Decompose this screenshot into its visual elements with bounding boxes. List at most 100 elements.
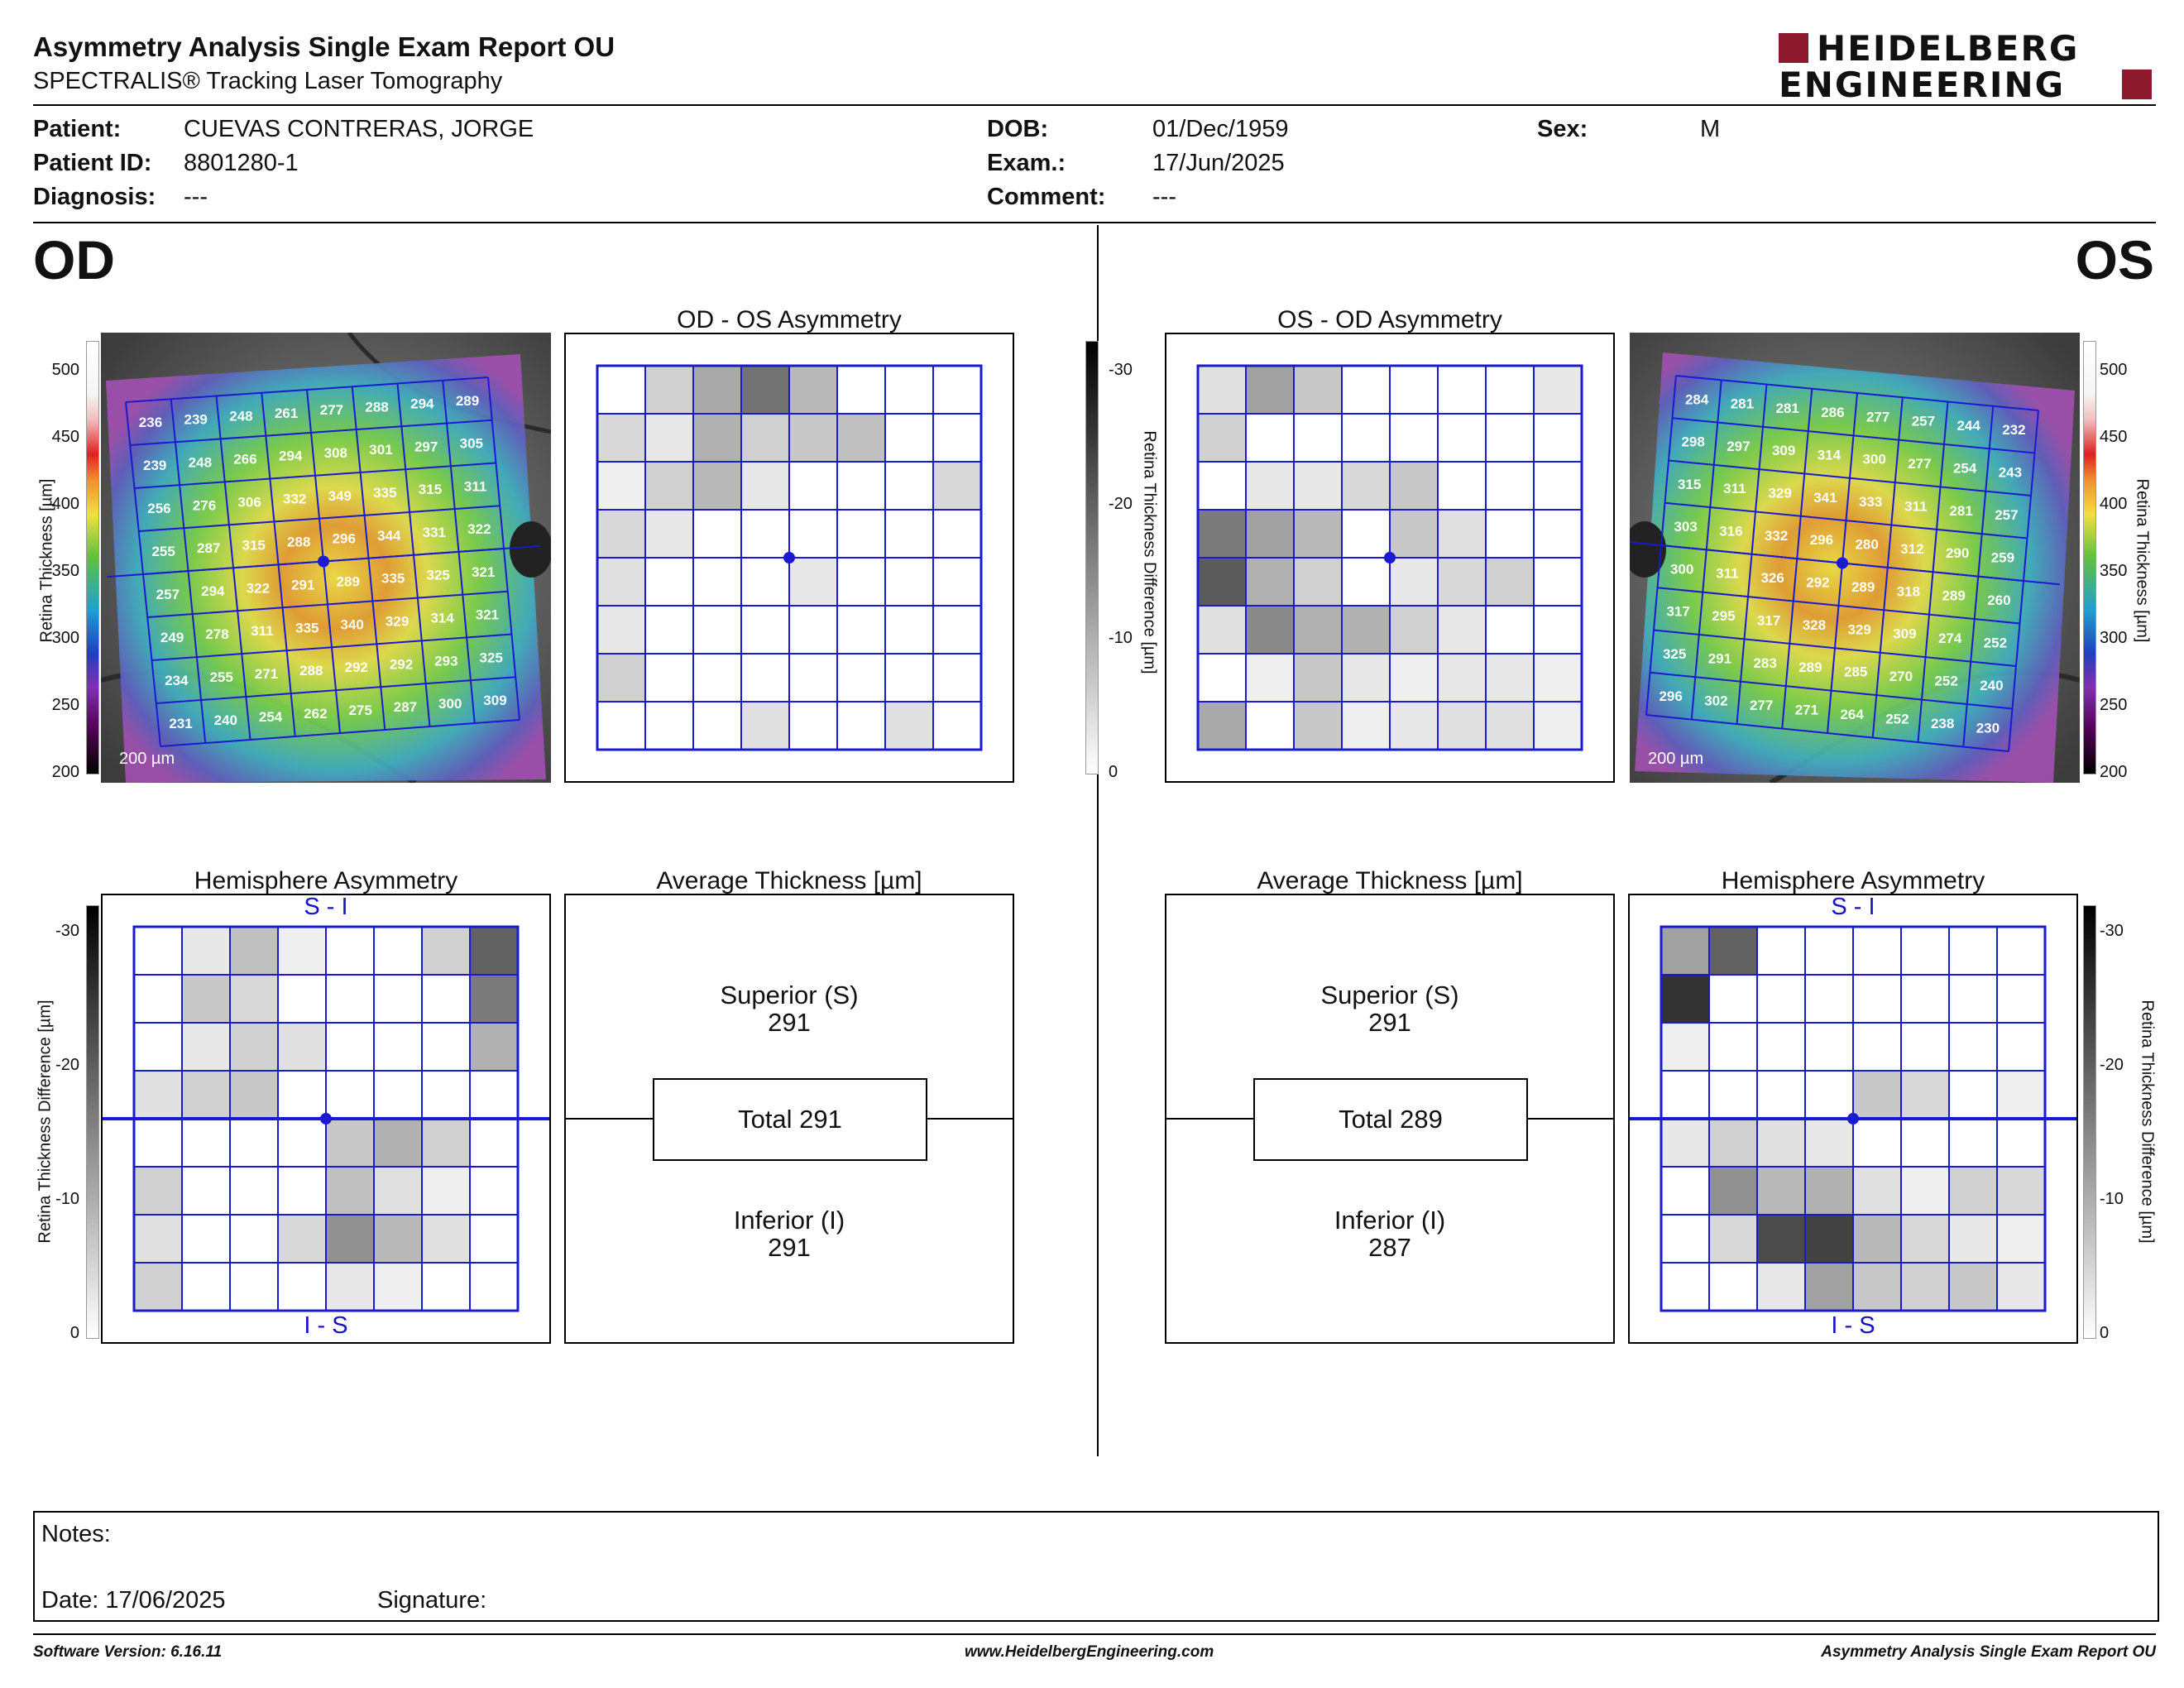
grid-cell xyxy=(836,653,886,703)
grid-cell xyxy=(1341,557,1391,607)
thickness-value: 340 xyxy=(341,616,364,632)
thickness-value: 341 xyxy=(1813,490,1837,506)
thickness-value: 281 xyxy=(1949,503,1972,519)
comment-label: Comment: xyxy=(987,184,1106,210)
grid-cell xyxy=(1533,701,1583,750)
thickness-value: 289 xyxy=(1942,588,1965,604)
exam-label: Exam.: xyxy=(987,150,1066,176)
grid-cell xyxy=(133,926,183,976)
grid-cell xyxy=(1533,461,1583,511)
grid-cell xyxy=(1389,701,1439,750)
fovea-dot xyxy=(1847,1113,1859,1125)
os-superior-value: 291 xyxy=(1368,1008,1411,1037)
grid-cell xyxy=(133,1166,183,1216)
tick-label: -20 xyxy=(55,1056,79,1074)
grid-cell xyxy=(469,1070,519,1120)
patient-id-label: Patient ID: xyxy=(33,150,152,176)
thickness-value: 312 xyxy=(1900,541,1923,557)
exam-value: 17/Jun/2025 xyxy=(1152,150,1285,176)
thickness-value: 315 xyxy=(419,482,442,497)
thickness-value: 309 xyxy=(1772,443,1795,458)
website-link[interactable]: www.HeidelbergEngineering.com xyxy=(965,1643,1214,1661)
grid-cell xyxy=(836,701,886,750)
grid-cell xyxy=(1533,365,1583,415)
grid-cell xyxy=(373,1118,423,1168)
grid-cell xyxy=(644,605,694,655)
grid-cell xyxy=(1533,557,1583,607)
grid-cell xyxy=(1660,1166,1710,1216)
grid-cell xyxy=(1804,974,1854,1024)
thickness-value: 288 xyxy=(287,534,310,549)
thickness-value: 262 xyxy=(304,706,327,722)
grid-cell xyxy=(133,1214,183,1264)
grid-cell xyxy=(1293,605,1343,655)
thickness-value: 315 xyxy=(242,537,266,553)
grid-cell xyxy=(1437,701,1487,750)
grid-cell xyxy=(1756,926,1806,976)
grid-cell xyxy=(181,1070,231,1120)
grid-cell xyxy=(788,509,838,559)
grid-cell xyxy=(1341,461,1391,511)
notes-box[interactable]: Notes: Date: 17/06/2025 Signature: xyxy=(33,1511,2159,1622)
grid-cell xyxy=(469,1022,519,1072)
od-asymmetry-panel xyxy=(564,333,1014,783)
grid-cell xyxy=(1660,1022,1710,1072)
grid-cell xyxy=(1485,461,1535,511)
od-superior-value: 291 xyxy=(768,1008,811,1037)
thickness-value: 295 xyxy=(1712,608,1735,624)
thickness-value: 257 xyxy=(1995,507,2018,523)
grid-cell xyxy=(932,413,982,463)
thickness-value: 278 xyxy=(205,626,228,642)
grid-cell xyxy=(373,926,423,976)
thickness-value: 239 xyxy=(143,458,166,473)
thickness-value: 311 xyxy=(1716,566,1738,582)
grid-cell xyxy=(884,413,934,463)
od-hemi-bottom-label: I - S xyxy=(304,1312,348,1339)
fovea-dot xyxy=(1384,552,1396,563)
grid-cell xyxy=(469,1166,519,1216)
grid-cell xyxy=(1756,1166,1806,1216)
thickness-value: 256 xyxy=(147,501,170,516)
thickness-value: 277 xyxy=(1750,698,1773,713)
grid-cell xyxy=(1293,365,1343,415)
tick-label: 450 xyxy=(2100,428,2128,446)
od-thickness-colorbar xyxy=(86,341,99,774)
grid-cell xyxy=(1948,1166,1998,1216)
grid-cell xyxy=(373,1214,423,1264)
os-asymmetry-grid xyxy=(1196,364,1583,751)
thickness-value: 261 xyxy=(275,405,298,421)
thickness-value: 349 xyxy=(328,488,352,504)
grid-cell xyxy=(1485,365,1535,415)
grid-cell xyxy=(692,461,742,511)
thickness-value: 298 xyxy=(1681,434,1704,450)
grid-cell xyxy=(1485,413,1535,463)
grid-cell xyxy=(1389,365,1439,415)
grid-cell xyxy=(740,365,790,415)
thickness-value: 314 xyxy=(430,611,454,626)
grid-cell xyxy=(181,1214,231,1264)
grid-cell xyxy=(325,1166,375,1216)
grid-cell xyxy=(1660,1070,1710,1120)
grid-cell xyxy=(788,653,838,703)
center-diff-axis-label: Retina Thickness Difference [µm] xyxy=(1140,430,1159,674)
grid-cell xyxy=(1996,974,2046,1024)
grid-cell xyxy=(1900,1262,1950,1312)
tick-label: 250 xyxy=(51,696,79,714)
grid-cell xyxy=(1660,1262,1710,1312)
thickness-value: 252 xyxy=(1934,674,1957,689)
grid-cell xyxy=(596,557,646,607)
grid-cell xyxy=(1197,605,1247,655)
grid-cell xyxy=(788,461,838,511)
grid-cell xyxy=(1437,605,1487,655)
center-divider xyxy=(1097,225,1099,1456)
grid-cell xyxy=(1437,653,1487,703)
grid-cell xyxy=(644,365,694,415)
grid-cell xyxy=(1485,605,1535,655)
grid-cell xyxy=(133,1022,183,1072)
grid-cell xyxy=(1804,1166,1854,1216)
patient-id: 8801280-1 xyxy=(184,150,299,176)
thickness-value: 335 xyxy=(373,485,396,501)
grid-cell xyxy=(277,926,327,976)
thickness-value: 231 xyxy=(169,716,192,731)
grid-cell xyxy=(884,509,934,559)
